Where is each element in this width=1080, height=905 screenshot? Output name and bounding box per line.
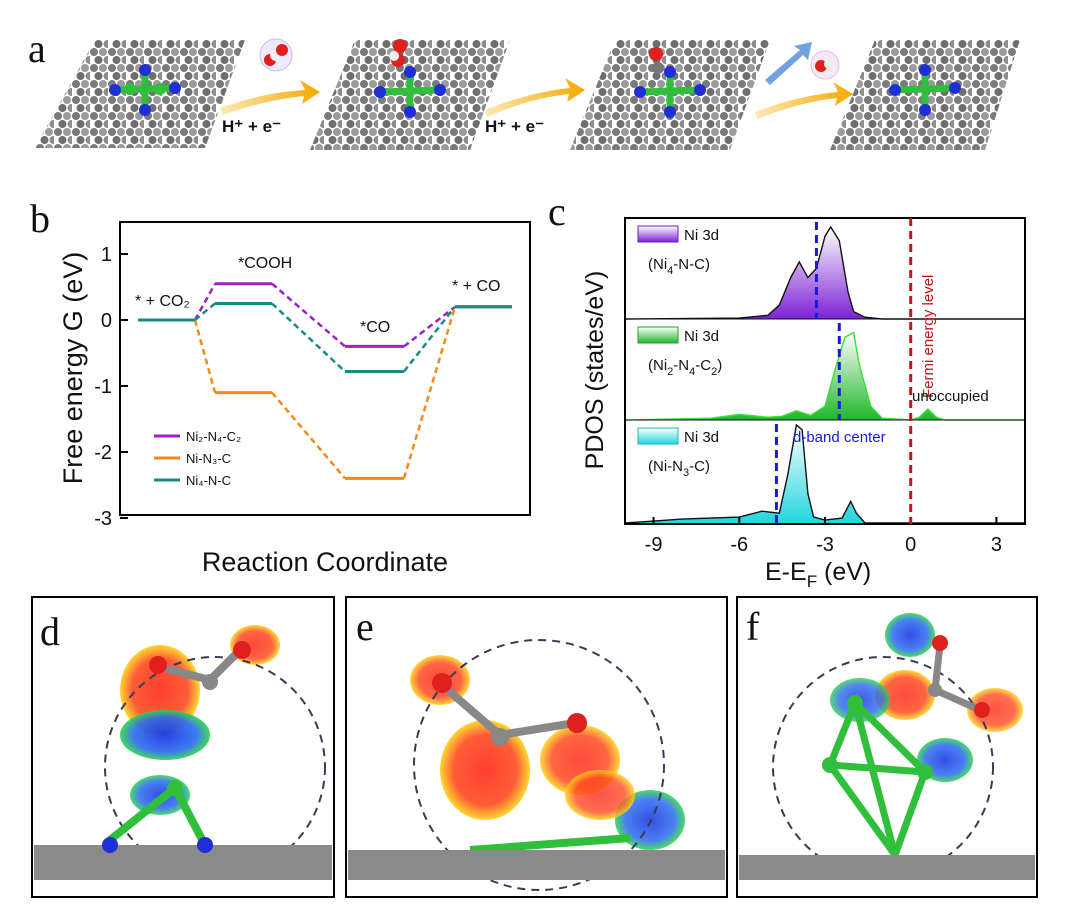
transition-line-1-0 — [193, 319, 217, 393]
co-release-arrow — [765, 42, 840, 85]
legend-system: (Ni-N3-C) — [648, 458, 710, 479]
reaction-arrow-3 — [755, 82, 853, 119]
x-axis-label-b: Reaction Coordinate — [202, 547, 448, 577]
transition-line-2-2 — [403, 306, 456, 373]
transition-line-0-1 — [271, 282, 346, 348]
y-axis-label-b: Free energy G (eV) — [58, 252, 88, 485]
reaction-arrow-1 — [220, 80, 320, 115]
legend-label: Ni₂-N₄-C₂ — [186, 429, 241, 444]
legend-system: (Ni2-N4-C2) — [648, 357, 722, 378]
legend-swatch — [637, 225, 679, 243]
energy-profiles — [138, 282, 512, 480]
panel-a: a H⁺ + e⁻ H⁺ + e⁻ — [28, 26, 1020, 150]
fermi-level-label: Fermi energy level — [920, 275, 937, 398]
y-axis-ticks-b: 1 0 -1 -2 -3 — [94, 244, 128, 530]
legend-label: Ni 3d — [684, 328, 719, 345]
reference-lines — [774, 218, 913, 524]
y-tick-label: 1 — [101, 244, 112, 266]
transition-line-1-1 — [271, 391, 346, 480]
state-label: * + CO₂ — [135, 293, 190, 310]
unoccupied-label: unoccupied — [912, 388, 989, 405]
y-tick-label: -1 — [94, 376, 112, 398]
step-label-2: H⁺ + e⁻ — [485, 117, 544, 136]
panel-label-e: e — [356, 604, 374, 649]
panel-f: f — [736, 596, 1038, 898]
transition-line-0-0 — [193, 283, 217, 321]
plot-frame-b — [119, 221, 531, 516]
pdos-curves — [624, 225, 1025, 524]
y-axis-label-c: PDOS (states/eV) — [581, 271, 609, 470]
panel-d: d — [31, 596, 335, 898]
step-label-1: H⁺ + e⁻ — [222, 117, 281, 136]
panel-label-c: c — [548, 189, 566, 234]
panel-b: b 1 0 -1 -2 -3 * + CO₂ *COOH *CO * + CO Ni₂-N₄-… — [30, 196, 531, 577]
x-tick-label: -3 — [816, 534, 834, 556]
transition-line-0-2 — [403, 305, 456, 348]
legend-system: (Ni4-N-C) — [648, 256, 710, 277]
x-tick-label: 3 — [991, 534, 1002, 556]
legend-b: Ni₂-N₄-C₂ Ni-N₃-C Ni₄-N-C — [154, 429, 241, 488]
legend-swatch — [637, 326, 679, 344]
y-tick-label: -2 — [94, 442, 112, 464]
transition-line-1-2 — [402, 306, 457, 479]
state-label: * + CO — [452, 278, 500, 295]
pdos-line-1 — [624, 331, 1025, 421]
x-axis-label-c: E-EF (eV) — [765, 558, 871, 591]
panel-label-a: a — [28, 26, 46, 71]
y-tick-label: -3 — [94, 508, 112, 530]
catalyst-sheet-1 — [35, 40, 245, 148]
transition-line-2-0 — [194, 302, 216, 321]
catalyst-sheet-3 — [570, 40, 770, 150]
x-tick-label: -9 — [645, 534, 663, 556]
y-tick-label: 0 — [101, 310, 112, 332]
legend-label: Ni₄-N-C — [186, 473, 231, 488]
x-tick-label: -6 — [730, 534, 748, 556]
interaction-region-circle — [413, 639, 665, 891]
reaction-arrow-2 — [485, 78, 585, 117]
legend-label: Ni 3d — [684, 429, 719, 446]
x-tick-label: 0 — [905, 534, 916, 556]
state-label: *CO — [360, 319, 390, 336]
pdos-line-2 — [624, 423, 1025, 524]
panel-e: e — [345, 596, 728, 898]
d-band-center-label: d-band center — [793, 429, 886, 446]
state-labels: * + CO₂ *COOH *CO * + CO — [135, 255, 500, 336]
pdos-fill-0 — [625, 227, 1025, 319]
legend-label: Ni 3d — [684, 227, 719, 244]
panel-label-d: d — [40, 609, 60, 654]
panel-c: c -9 -6 -3 0 3 Ni 3d (Ni4-N-C) Ni 3d (Ni2-N4-C2… — [548, 189, 1026, 591]
catalyst-sheet-2 — [310, 39, 510, 150]
pdos-line-0 — [624, 225, 1025, 320]
panel-label-b: b — [30, 196, 50, 241]
legend-swatch — [637, 427, 679, 445]
legend-c: Ni 3d (Ni4-N-C) Ni 3d (Ni2-N4-C2) Ni 3d (Ni-N… — [637, 225, 722, 479]
panel-label-f: f — [746, 604, 760, 649]
co2-molecule-icon — [259, 38, 293, 72]
state-label: *COOH — [238, 255, 292, 272]
legend-label: Ni-N₃-C — [186, 451, 231, 466]
catalyst-sheet-4 — [830, 40, 1020, 150]
transition-line-2-1 — [271, 302, 346, 373]
